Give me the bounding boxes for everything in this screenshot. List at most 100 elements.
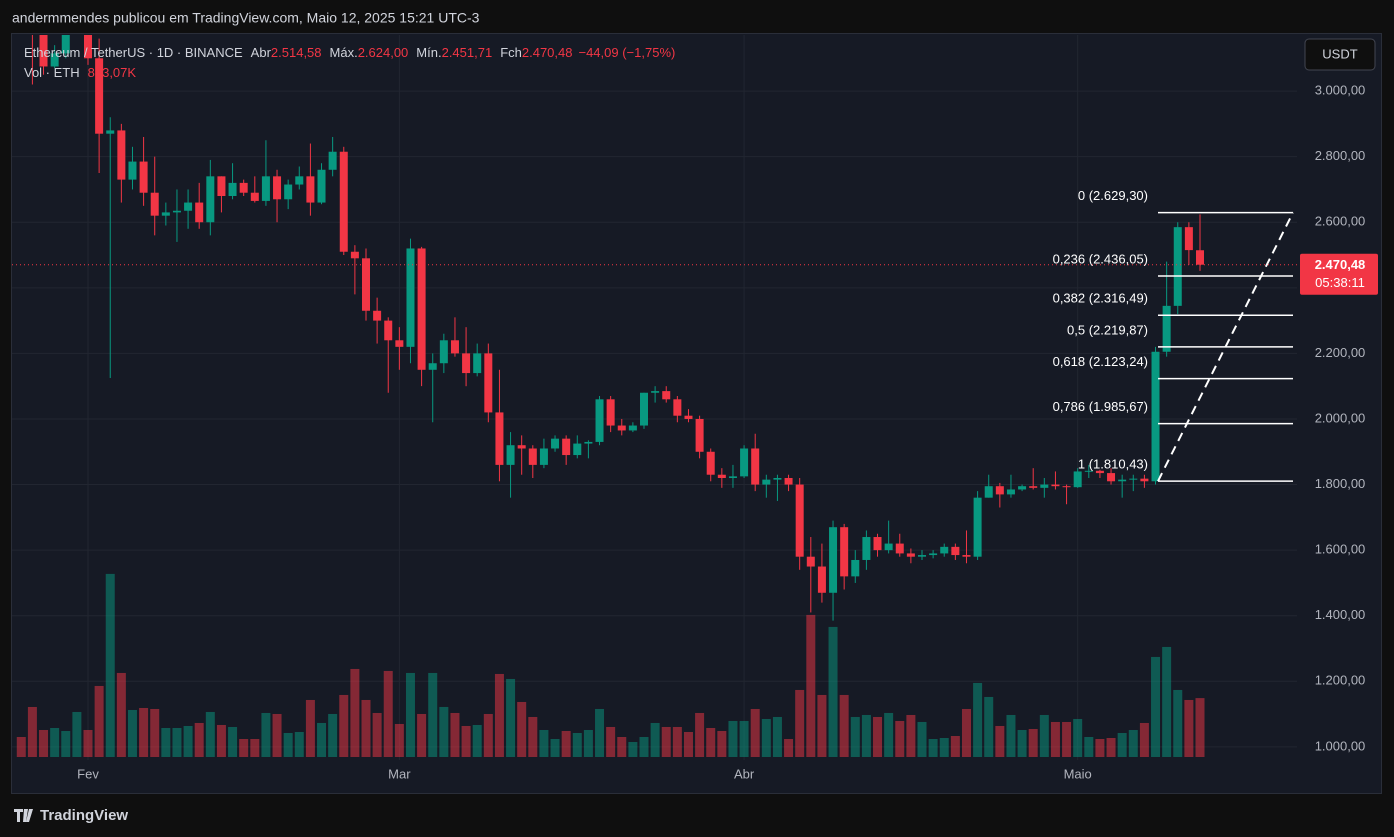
candle-body [751, 448, 760, 485]
volume-bar [61, 730, 71, 757]
volume-bar [517, 701, 527, 757]
volume-bar [172, 727, 182, 757]
candle-body [1173, 227, 1182, 306]
candle-body [806, 556, 815, 567]
candle-body [1196, 250, 1204, 265]
volume-bar [1139, 722, 1149, 757]
candle-body [673, 399, 682, 416]
candle-body [962, 555, 971, 557]
volume-bar [672, 726, 682, 757]
volume-bar [1028, 728, 1038, 757]
y-tick-label: 1.600,00 [1315, 542, 1366, 557]
volume-bar [550, 738, 560, 757]
candle-body [517, 445, 526, 449]
candle-body [573, 443, 582, 456]
candle-body [951, 546, 960, 556]
candle-body [628, 425, 637, 431]
volume-bar [1050, 721, 1060, 757]
candle-body [417, 248, 426, 370]
volume-bar [72, 711, 82, 757]
candle-body [829, 527, 838, 593]
candle-body [906, 553, 915, 557]
volume-bar [639, 736, 649, 757]
volume-bar [94, 685, 104, 757]
volume-bar [717, 730, 727, 757]
volume-bar [1006, 714, 1016, 757]
volume-bar [817, 694, 827, 757]
candle-body [1006, 489, 1015, 495]
volume-bar [772, 716, 782, 757]
logo-text: TradingView [40, 807, 128, 824]
candle-body [284, 184, 293, 200]
countdown: 05:38:11 [1315, 275, 1365, 290]
y-tick-label: 2.800,00 [1315, 148, 1366, 163]
candle-body [795, 484, 804, 557]
volume-bar [27, 706, 37, 757]
candle-body [50, 53, 59, 67]
x-tick-label: Fev [77, 766, 99, 781]
candle-body [717, 474, 726, 479]
volume-bar [561, 730, 571, 757]
last-price-label: 2.470,48 [1315, 257, 1366, 272]
candle-body [1107, 473, 1116, 482]
candle-body [840, 527, 849, 577]
x-tick-label: Mar [388, 766, 411, 781]
volume-bar [761, 718, 771, 757]
fib-trend-line [1157, 212, 1294, 482]
volume-bar [1117, 732, 1127, 757]
candle-body [918, 555, 926, 557]
candle-body [539, 448, 548, 465]
ohlc-label: Mín. [416, 45, 441, 60]
ohlc-label: Máx. [330, 45, 358, 60]
volume-bar [1017, 729, 1027, 757]
volume-bar [739, 720, 749, 757]
volume-bar [628, 741, 638, 757]
volume-bar [539, 729, 549, 757]
candle-body [172, 210, 181, 213]
currency-button[interactable] [1304, 38, 1376, 71]
volume-bar [861, 714, 871, 757]
currency-label[interactable]: USDT [1322, 46, 1357, 61]
volume-bar [1151, 656, 1161, 757]
volume-bar [494, 673, 504, 757]
y-tick-label: 2.000,00 [1315, 410, 1366, 425]
volume-bar [1106, 737, 1116, 757]
candle-body [1162, 305, 1171, 352]
volume-bar [328, 713, 338, 757]
volume-bar [884, 712, 894, 757]
candle-body [706, 451, 715, 475]
candle-body [584, 441, 593, 444]
candle-body [261, 176, 270, 201]
candle-body [95, 58, 104, 134]
volume-bar [83, 729, 93, 757]
ohlc-value: 2.451,71 [442, 45, 493, 60]
candle-body [862, 537, 871, 560]
volume-bar [405, 672, 415, 757]
volume-bar [161, 727, 171, 757]
candle-body [128, 161, 137, 180]
candle-body [384, 320, 393, 341]
candle-body [439, 340, 448, 364]
candle-body [317, 169, 326, 203]
candle-body [406, 248, 415, 347]
fib-label: 0,618 (2.123,24) [1053, 354, 1148, 369]
fib-label: 0,236 (2.436,05) [1053, 251, 1148, 266]
candle-body [1151, 351, 1160, 482]
candle-body [362, 258, 370, 311]
volume-bar [617, 736, 627, 757]
candle-body [1095, 470, 1104, 474]
ohlc-label: Fch [500, 45, 522, 60]
candle-body [39, 35, 48, 67]
candle-body [851, 559, 860, 577]
volume-bar [528, 716, 538, 757]
candle-body [884, 543, 893, 551]
candle-body [195, 202, 204, 223]
volume-bar [906, 714, 916, 757]
ohlc-label: Abr [251, 45, 272, 60]
candle-body [239, 182, 248, 193]
candle-body [617, 425, 626, 431]
volume-bar [895, 720, 905, 757]
volume-bar [973, 682, 983, 757]
candle-body [350, 251, 359, 259]
logo-icon [14, 809, 33, 822]
